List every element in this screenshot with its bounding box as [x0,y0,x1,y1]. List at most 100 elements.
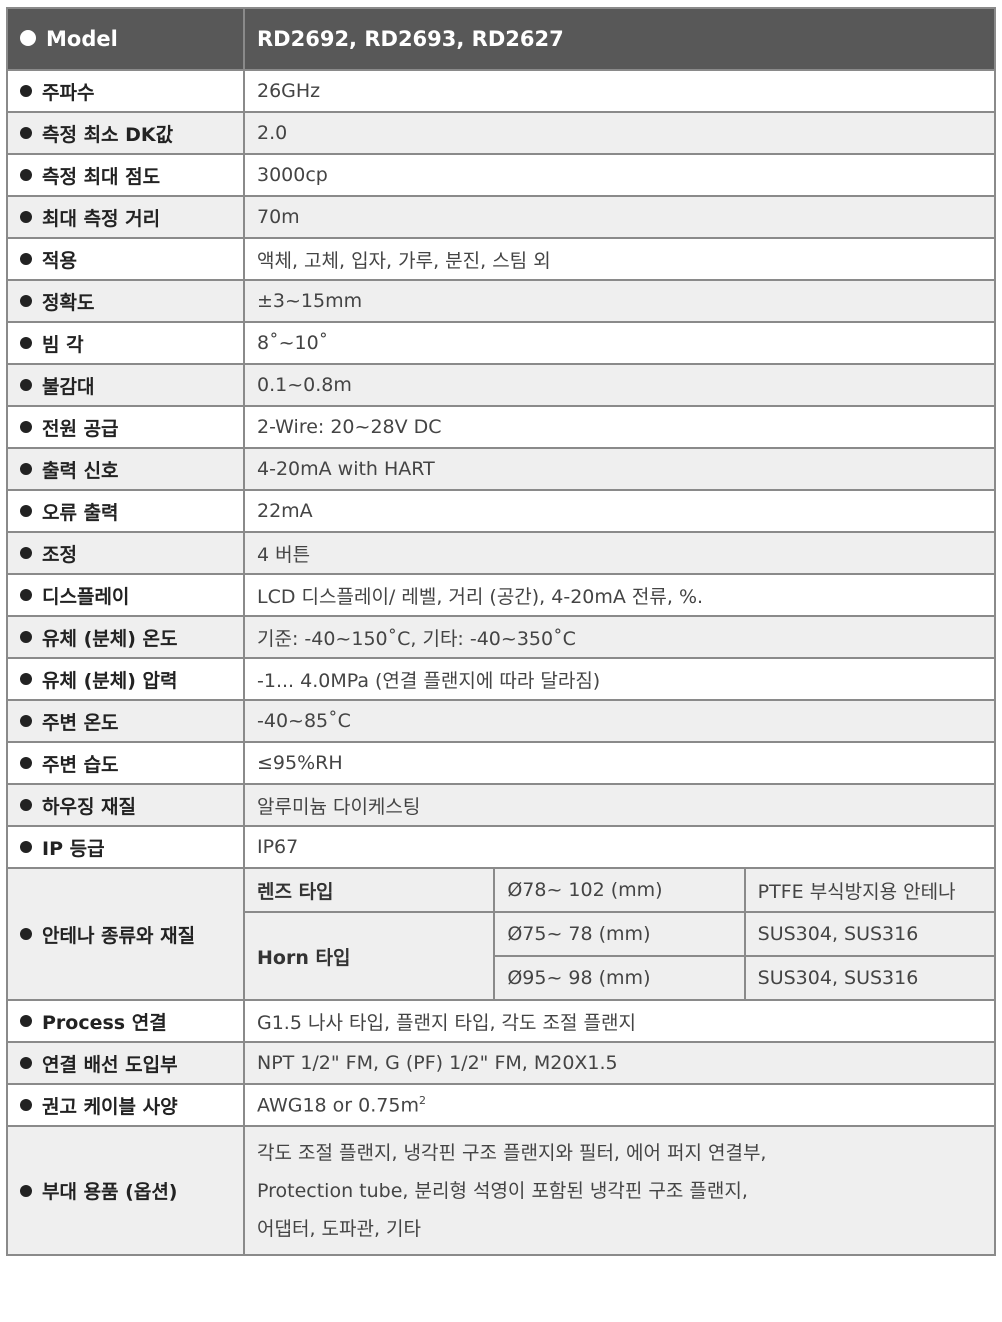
spec-label: 연결 배선 도입부 [42,1053,178,1076]
spec-label-cell: 주변 습도 [6,741,245,785]
accessory-line: Protection tube, 분리형 석영이 포함된 냉각핀 구조 플랜지, [257,1179,748,1202]
spec-label-cell: 불감대 [6,363,245,407]
bullet-icon [20,589,32,601]
spec-label: 전원 공급 [42,417,119,440]
spec-label-cell: 빔 각 [6,321,245,365]
spec-value: 22mA [243,489,996,533]
spec-value-text: LCD 디스플레이/ 레벨, 거리 (공간), 4-20mA 전류, %. [257,585,704,608]
bullet-icon [20,1099,32,1111]
lens-type: 렌즈 타입 [242,867,496,913]
spec-value: 4-20mA with HART [243,447,996,491]
spec-label-cell: 부대 용품 (옵션) [6,1125,245,1256]
spec-value-text: -40~85˚C [257,710,351,732]
spec-value: 0.1~0.8m [243,363,996,407]
spec-label-cell: 출력 신호 [6,447,245,491]
spec-value: NPT 1/2" FM, G (PF) 1/2" FM, M20X1.5 [243,1041,996,1085]
horn-material: SUS304, SUS316 [743,955,997,1001]
spec-value-text: 8˚~10˚ [257,332,329,354]
spec-row: 조정 4 버튼 [6,531,996,575]
horn-type: Horn 타입 [242,911,496,1001]
model-label: Model [46,27,118,51]
bullet-icon [20,1057,32,1069]
spec-row: 연결 배선 도입부 NPT 1/2" FM, G (PF) 1/2" FM, M2… [6,1041,996,1085]
spec-row: 하우징 재질 알루미늄 다이케스팅 [6,783,996,827]
spec-label: 측정 최소 DK값 [42,123,174,146]
spec-label: 권고 케이블 사양 [42,1095,178,1118]
spec-row: 주변 온도 -40~85˚C [6,699,996,743]
bullet-icon [20,928,32,940]
spec-label-cell: IP 등급 [6,825,245,869]
spec-value: 4 버튼 [243,531,996,575]
spec-value: 26GHz [243,69,996,113]
spec-value-text: 기준: -40~150˚C, 기타: -40~350˚C [257,627,576,650]
bullet-icon [20,757,32,769]
spec-value: 기준: -40~150˚C, 기타: -40~350˚C [243,615,996,659]
spec-value: 각도 조절 플랜지, 냉각핀 구조 플랜지와 필터, 에어 퍼지 연결부, Pro… [243,1125,996,1256]
bullet-icon [20,211,32,223]
spec-value: -40~85˚C [243,699,996,743]
spec-label-cell: 하우징 재질 [6,783,245,827]
spec-value: 70m [243,195,996,239]
spec-row: 적용 액체, 고체, 입자, 가루, 분진, 스팀 외 [6,237,996,281]
bullet-icon [20,673,32,685]
spec-label: 부대 용품 (옵션) [42,1181,178,1203]
spec-label-cell: 조정 [6,531,245,575]
spec-row: IP 등급 IP67 [6,825,996,869]
spec-label: 최대 측정 거리 [42,207,161,230]
spec-value-text: 4-20mA with HART [257,458,435,480]
bullet-icon [20,127,32,139]
spec-label-cell: 디스플레이 [6,573,245,617]
spec-value: 2-Wire: 20~28V DC [243,405,996,449]
bullet-icon [20,631,32,643]
antenna-label-cell: 안테나 종류와 재질 [6,867,245,1001]
spec-table: Model RD2692, RD2693, RD2627 주파수 26GHz 측정 … [6,7,997,1256]
spec-row: 유체 (분체) 압력 -1... 4.0MPa (연결 플랜지에 따라 달라짐) [6,657,996,701]
spec-label-cell: Process 연결 [6,999,245,1043]
spec-label-cell: 연결 배선 도입부 [6,1041,245,1085]
bullet-icon [20,463,32,475]
accessory-line: 각도 조절 플랜지, 냉각핀 구조 플랜지와 필터, 에어 퍼지 연결부, [257,1141,767,1164]
spec-value: AWG18 or 0.75m2 [243,1083,996,1127]
spec-label: 출력 신호 [42,459,119,482]
bullet-icon [20,547,32,559]
horn-size: Ø95~ 98 (mm) [493,955,746,1001]
spec-label: 빔 각 [42,333,84,356]
spec-value: ±3~15mm [243,279,996,323]
model-value: RD2692, RD2693, RD2627 [243,7,996,71]
bullet-icon [20,421,32,433]
spec-label: 유체 (분체) 압력 [42,669,178,692]
spec-label-cell: 측정 최대 점도 [6,153,245,197]
spec-label: 주파수 [42,81,95,104]
spec-value: 알루미늄 다이케스팅 [243,783,996,827]
spec-value-text: NPT 1/2" FM, G (PF) 1/2" FM, M20X1.5 [257,1052,618,1074]
cable-superscript: 2 [418,1093,426,1107]
antenna-row: Horn 타입 Ø75~ 78 (mm) SUS304, SUS316 [7,911,997,1001]
spec-value-text: 26GHz [257,80,321,102]
spec-label-cell: 유체 (분체) 압력 [6,657,245,701]
bullet-icon [20,1184,32,1197]
antenna-row: 안테나 종류와 재질 렌즈 타입 Ø78~ 102 (mm) PTFE 부식방지… [6,867,997,1001]
spec-label: 조정 [42,543,77,566]
spec-label-cell: 최대 측정 거리 [6,195,245,239]
spec-value-text: -1... 4.0MPa (연결 플랜지에 따라 달라짐) [257,669,601,692]
spec-label: 주변 습도 [42,753,119,776]
spec-value-text: AWG18 or 0.75m [257,1094,419,1117]
spec-value-text: IP67 [257,836,299,858]
bullet-icon [20,379,32,391]
spec-value-text: 70m [257,206,300,228]
spec-value: -1... 4.0MPa (연결 플랜지에 따라 달라짐) [243,657,996,701]
spec-row: 권고 케이블 사양 AWG18 or 0.75m2 [6,1083,996,1127]
spec-value: 3000cp [243,153,996,197]
spec-label: 주변 온도 [42,711,119,734]
bullet-icon [20,715,32,727]
spec-row: 측정 최소 DK값 2.0 [6,111,996,155]
bullet-icon [20,30,36,46]
lens-size: Ø78~ 102 (mm) [493,867,746,913]
spec-label: 정확도 [42,291,95,314]
spec-value: G1.5 나사 타입, 플랜지 타입, 각도 조절 플랜지 [243,999,996,1043]
spec-label: 오류 출력 [42,501,119,524]
spec-row: 주변 습도 ≤95%RH [6,741,996,785]
spec-label-cell: 권고 케이블 사양 [6,1083,245,1127]
bullet-icon [20,295,32,307]
spec-value-text: 알루미늄 다이케스팅 [257,795,421,818]
